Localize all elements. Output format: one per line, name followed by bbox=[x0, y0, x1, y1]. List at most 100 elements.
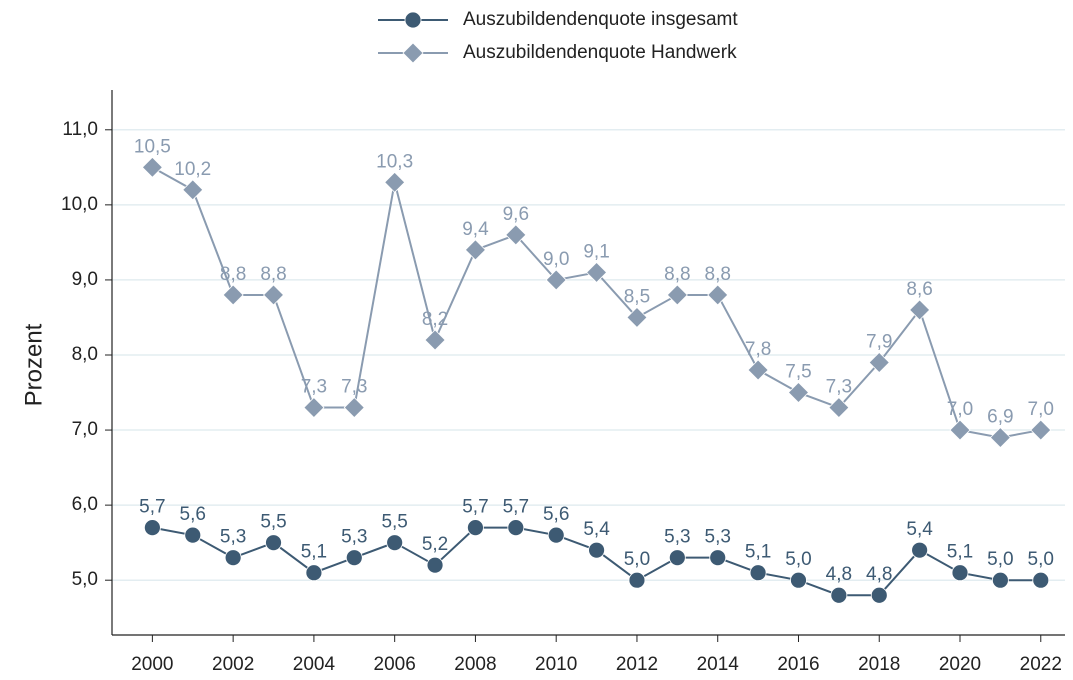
value-label: 8,8 bbox=[664, 264, 690, 285]
value-label: 7,8 bbox=[745, 339, 771, 360]
marker bbox=[343, 396, 365, 419]
marker bbox=[949, 419, 971, 441]
x-tick-label: 2018 bbox=[858, 654, 900, 675]
value-label: 5,3 bbox=[705, 527, 731, 548]
value-label: 4,8 bbox=[826, 564, 852, 585]
value-label: 5,0 bbox=[785, 549, 811, 570]
x-tick-label: 2016 bbox=[777, 654, 819, 675]
value-label: 5,5 bbox=[260, 512, 286, 533]
value-label: 9,0 bbox=[543, 249, 569, 270]
marker bbox=[384, 171, 406, 193]
value-label: 7,3 bbox=[301, 377, 327, 398]
marker bbox=[141, 156, 163, 178]
value-label: 8,5 bbox=[624, 286, 650, 307]
marker bbox=[467, 519, 484, 537]
marker bbox=[626, 306, 648, 329]
x-tick-label: 2020 bbox=[939, 654, 981, 675]
y-tick-label: 7,0 bbox=[72, 419, 98, 440]
marker bbox=[911, 541, 929, 559]
marker bbox=[586, 261, 608, 283]
legend-label: Auszubildendenquote Handwerk bbox=[463, 42, 737, 63]
y-axis-label: Prozent bbox=[20, 323, 47, 406]
y-tick-label: 9,0 bbox=[72, 269, 98, 290]
legend-label: Auszubildendenquote insgesamt bbox=[463, 9, 738, 30]
marker bbox=[545, 269, 567, 291]
value-label: 5,7 bbox=[462, 497, 488, 518]
marker bbox=[588, 541, 605, 559]
marker bbox=[828, 396, 850, 419]
value-label: 5,1 bbox=[301, 542, 327, 563]
marker bbox=[870, 586, 888, 604]
marker bbox=[222, 284, 244, 306]
value-label: 8,8 bbox=[260, 264, 286, 285]
value-label: 5,3 bbox=[220, 527, 246, 548]
x-tick-label: 2002 bbox=[212, 654, 254, 675]
value-label: 9,6 bbox=[503, 204, 529, 225]
value-label: 8,8 bbox=[705, 264, 731, 285]
value-label: 5,1 bbox=[947, 542, 973, 563]
value-label: 5,7 bbox=[503, 497, 529, 518]
value-label: 6,9 bbox=[987, 407, 1013, 428]
x-tick-label: 2000 bbox=[131, 654, 173, 675]
value-label: 7,9 bbox=[866, 332, 892, 353]
value-label: 4,8 bbox=[866, 564, 892, 585]
marker bbox=[1030, 419, 1052, 441]
marker bbox=[305, 564, 323, 582]
value-label: 5,5 bbox=[381, 512, 407, 533]
legend-marker bbox=[404, 11, 422, 29]
value-label: 5,4 bbox=[906, 519, 933, 540]
value-label: 8,8 bbox=[220, 264, 246, 285]
marker bbox=[386, 534, 404, 552]
marker bbox=[790, 571, 807, 589]
value-label: 9,1 bbox=[583, 241, 609, 262]
x-tick-label: 2022 bbox=[1020, 654, 1062, 675]
marker bbox=[505, 224, 527, 246]
x-tick-label: 2014 bbox=[697, 654, 740, 675]
value-label: 5,6 bbox=[543, 504, 569, 525]
value-label: 10,2 bbox=[174, 159, 211, 180]
marker bbox=[507, 519, 525, 537]
value-label: 10,5 bbox=[134, 136, 171, 157]
y-tick-label: 8,0 bbox=[72, 344, 98, 365]
marker bbox=[989, 427, 1011, 449]
value-label: 5,0 bbox=[1028, 549, 1054, 570]
legend-marker bbox=[402, 42, 424, 64]
y-tick-label: 10,0 bbox=[61, 194, 98, 215]
value-label: 7,0 bbox=[1028, 399, 1054, 420]
value-label: 5,3 bbox=[664, 527, 690, 548]
y-tick-label: 6,0 bbox=[72, 494, 98, 515]
marker bbox=[547, 526, 565, 544]
value-label: 5,2 bbox=[422, 534, 448, 555]
marker bbox=[909, 299, 931, 321]
marker bbox=[143, 519, 161, 537]
marker bbox=[628, 571, 646, 589]
marker bbox=[787, 381, 810, 404]
marker bbox=[709, 549, 727, 567]
marker bbox=[749, 564, 767, 582]
grid bbox=[112, 129, 1065, 581]
value-label: 7,0 bbox=[947, 399, 973, 420]
value-label: 5,7 bbox=[139, 497, 165, 518]
marker bbox=[830, 586, 848, 604]
marker bbox=[868, 351, 890, 374]
value-label: 5,1 bbox=[745, 542, 771, 563]
marker bbox=[224, 549, 242, 567]
value-label: 5,0 bbox=[987, 549, 1013, 570]
value-label: 9,4 bbox=[462, 219, 489, 240]
value-label: 7,3 bbox=[341, 377, 367, 398]
y-tick-label: 5,0 bbox=[72, 569, 98, 590]
y-tick-label: 11,0 bbox=[62, 119, 98, 140]
marker bbox=[424, 329, 446, 351]
marker bbox=[265, 534, 282, 552]
marker bbox=[182, 179, 204, 201]
value-label: 5,6 bbox=[180, 504, 206, 525]
marker bbox=[464, 239, 486, 261]
marker bbox=[991, 571, 1009, 589]
marker bbox=[303, 396, 325, 419]
value-label: 5,0 bbox=[624, 549, 650, 570]
value-label: 8,6 bbox=[906, 279, 932, 300]
x-tick-label: 2004 bbox=[293, 654, 336, 675]
x-tick-label: 2012 bbox=[616, 654, 658, 675]
marker bbox=[707, 284, 729, 306]
